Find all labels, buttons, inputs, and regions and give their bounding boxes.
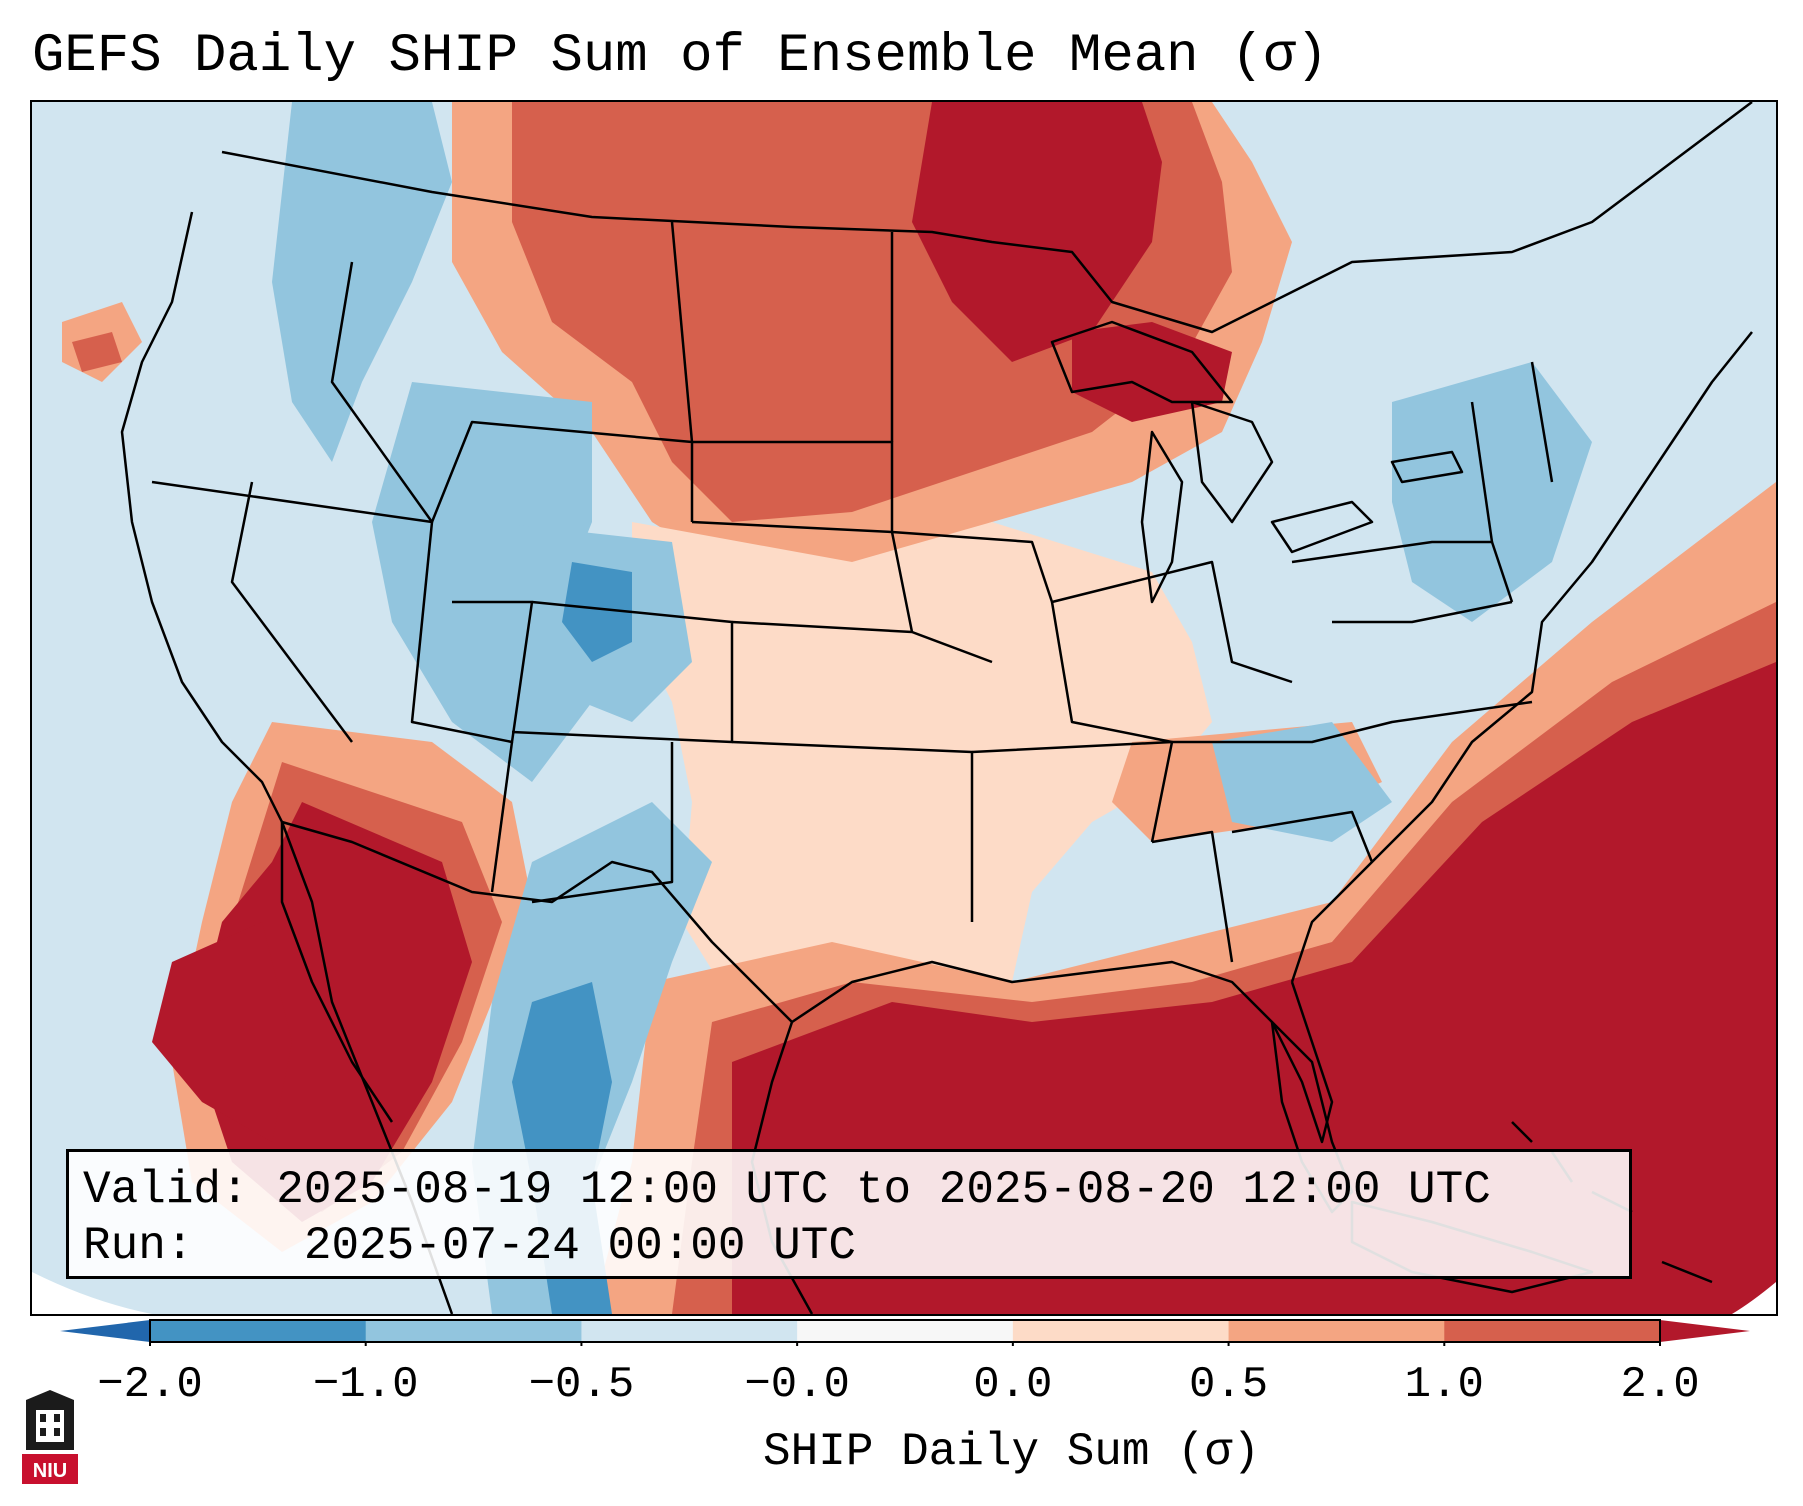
state-line-20 [1231,810,1374,863]
run-label: Run: [83,1220,194,1272]
colorbar-extend-high [1660,1320,1750,1342]
colorbar-bin [365,1320,582,1342]
valid-value: 2025-08-19 12:00 UTC to 2025-08-20 12:00… [276,1164,1491,1216]
colorbar-bin [1228,1320,1445,1342]
us-canada-border [221,102,1753,334]
colorbar-bin [1444,1320,1661,1342]
state-line-2 [230,481,353,743]
run-value: 2025-07-24 00:00 UTC [303,1220,856,1272]
colorbar-segments [150,1320,1661,1342]
colorbar-tick-label: −0.5 [528,1360,635,1410]
lake-michigan [1140,430,1184,604]
colorbar-bin [150,1320,367,1342]
valid-run-info-box: Valid: 2025-08-19 12:00 UTC to 2025-08-2… [66,1149,1632,1279]
colorbar-tick-label: 1.0 [1404,1360,1484,1410]
state-line-17 [1131,560,1293,684]
state-line-16 [1050,601,1173,744]
projection-edge-right [1732,1282,1776,1314]
us-mexico-border [281,820,793,1023]
state-line-3 [330,261,434,523]
lake-superior [1050,320,1234,404]
colorbar-bin [581,1320,798,1342]
baja [280,822,394,1123]
us-west-coast [120,211,284,823]
colorbar-extend-low [60,1320,150,1342]
logo-text: NIU [33,1460,67,1482]
colorbar [60,1319,1750,1346]
colorbar-tick-label: −0.0 [744,1360,850,1410]
field-west-negative [272,102,452,462]
field-lake-superior [1072,322,1232,422]
state-line-21 [1291,540,1514,603]
state-line-1 [151,420,694,524]
projection-edge [32,1272,152,1314]
lake-huron [1190,400,1274,524]
state-line-18 [1172,700,1533,744]
colorbar-tick-label: −2.0 [97,1360,203,1410]
colorbar-tick-label: −1.0 [312,1360,419,1410]
field-west-coast-spot-2 [72,332,122,372]
colorbar-tick-label: 2.0 [1620,1360,1700,1410]
anomaly-field [62,102,1776,1314]
field-colorado-core [562,562,632,662]
colorbar-outline [149,1319,1661,1343]
state-line-7 [531,742,674,904]
colorbar-bin [797,1320,1014,1342]
state-line-23 [1470,401,1494,543]
map-panel [30,100,1778,1316]
state-line-12 [670,221,694,443]
valid-label: Valid: [83,1164,249,1216]
gulf-coast [791,960,1334,1144]
state-line-22 [1332,600,1513,624]
field-pacific-red [152,922,292,1142]
lake-ontario [1390,450,1464,484]
niu-logo: NIU [22,1390,78,1484]
state-line-6 [511,600,734,744]
lake-erie [1270,500,1374,554]
map-svg [32,102,1776,1314]
colorbar-tick-label: 0.5 [1188,1360,1269,1410]
state-line-19 [1151,830,1234,963]
colorbar-label: SHIP Daily Sum (σ) [763,1426,1260,1478]
colorbar-tick-label: 0.0 [973,1360,1053,1410]
state-line-14 [891,530,1133,604]
colorbar-bin [1012,1320,1230,1342]
state-line-24 [1530,361,1554,483]
boundaries [120,102,1753,1314]
chart-title: GEFS Daily SHIP Sum of Ensemble Mean (σ) [32,26,1329,87]
field-north-core [912,102,1162,362]
field-central-weak [632,522,1212,1032]
state-line-5 [490,741,514,893]
east-coast [1290,331,1753,983]
